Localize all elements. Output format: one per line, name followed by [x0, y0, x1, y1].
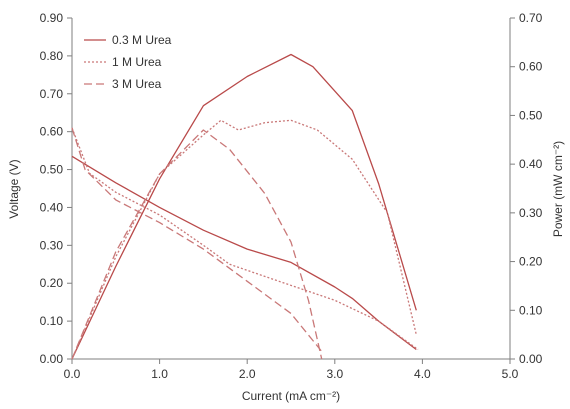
voltage-line-1-m-urea [71, 127, 419, 351]
x-tick-label: 0.0 [64, 367, 81, 381]
power-line-1-m-urea [71, 119, 417, 360]
y2-tick-label: 0.70 [519, 11, 543, 25]
y-tick-label: 0.80 [40, 49, 64, 63]
x-tick-label: 1.0 [151, 367, 168, 381]
y2-tick-label: 0.40 [519, 157, 543, 171]
y2-tick-label: 0.50 [519, 108, 543, 122]
legend: 0.3 M Urea 1 M Urea 3 M Urea [84, 33, 172, 91]
y2-tick-label: 0.00 [519, 352, 543, 366]
y2-axis-title: Power (mW cm⁻²) [551, 141, 565, 237]
voltage-line-3-m-urea [71, 127, 323, 352]
y-tick-label: 0.50 [40, 163, 64, 177]
power-line-3-m-urea [71, 129, 323, 360]
axes-layer [71, 18, 511, 360]
y-tick-label: 0.60 [40, 125, 64, 139]
y-tick-label: 0.70 [40, 87, 64, 101]
power-line-0-3-m-urea [71, 53, 417, 360]
x-tick-label: 2.0 [239, 367, 256, 381]
y2-tick-label: 0.10 [519, 303, 543, 317]
y-tick-label: 0.10 [40, 314, 64, 328]
legend-label-1-m-urea: 1 M Urea [112, 55, 162, 69]
x-tick-label: 4.0 [414, 367, 431, 381]
x-tick-label: 5.0 [502, 367, 519, 381]
y-tick-label: 0.30 [40, 238, 64, 252]
legend-label-0-3-m-urea: 0.3 M Urea [112, 33, 172, 47]
x-axis-title: Current (mA cm⁻²) [242, 389, 340, 403]
y-tick-label: 0.20 [40, 276, 64, 290]
y-tick-label: 0.90 [40, 11, 64, 25]
voltage-line-0-3-m-urea [71, 155, 417, 351]
y-tick-label: 0.00 [40, 352, 64, 366]
y-axis-title: Voltage (V) [7, 159, 21, 218]
y2-tick-label: 0.60 [519, 60, 543, 74]
y2-tick-label: 0.20 [519, 255, 543, 269]
series-layer [71, 53, 419, 360]
ticks-layer: 0.0 1.0 2.0 3.0 4.0 5.00.000.100.200.300.400.… [40, 11, 543, 381]
y-tick-label: 0.40 [40, 200, 64, 214]
legend-label-3-m-urea: 3 M Urea [112, 77, 162, 91]
y2-tick-label: 0.30 [519, 206, 543, 220]
x-tick-label: 3.0 [326, 367, 343, 381]
